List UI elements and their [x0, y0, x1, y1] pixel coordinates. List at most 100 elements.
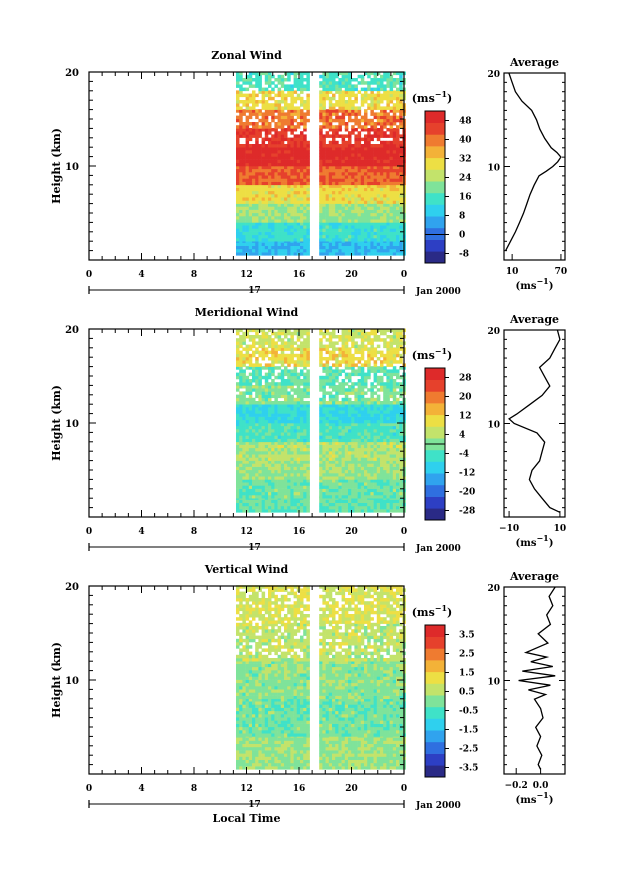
heatmap-cell [268, 422, 272, 427]
heatmap-cell [290, 485, 294, 489]
heatmap-cell [239, 219, 243, 223]
heatmap-cell [360, 375, 365, 380]
heatmap-cell [319, 212, 323, 217]
heatmap-cell [322, 463, 326, 467]
heatmap-cell [271, 479, 275, 483]
heatmap-cell [383, 150, 387, 154]
heatmap-cell [373, 401, 378, 405]
heatmap-cell [245, 460, 250, 464]
heatmap-cell [306, 159, 310, 164]
heatmap-cell [364, 175, 368, 179]
heatmap-cell [287, 382, 291, 386]
heatmap-cell [252, 162, 256, 167]
heatmap-cell [332, 397, 336, 402]
heatmap-cell [300, 81, 304, 85]
heatmap-cell [370, 410, 374, 414]
heatmap-cell [344, 245, 349, 250]
heatmap-cell [332, 416, 336, 421]
heatmap-cell [348, 118, 352, 123]
heatmap-cell [277, 482, 282, 486]
heatmap-cell [396, 491, 400, 496]
heatmap-cell [399, 435, 403, 439]
heatmap-cell [380, 385, 384, 389]
heatmap-cell [386, 488, 390, 493]
heatmap-cell [236, 228, 240, 232]
heatmap-cell [348, 422, 352, 427]
heatmap-cell [277, 432, 282, 436]
heatmap-cell [325, 122, 330, 126]
heatmap-cell [303, 100, 307, 104]
heatmap-cell [277, 469, 282, 474]
heatmap-cell [325, 153, 330, 157]
heatmap-cell [344, 473, 349, 477]
heatmap-cell [360, 382, 365, 386]
heatmap-cell [338, 242, 342, 246]
heatmap-cell [357, 410, 362, 414]
x-tick-label: 16 [293, 270, 306, 280]
heatmap-cell [360, 231, 365, 236]
heatmap-cell [389, 219, 394, 223]
heatmap-cell [386, 375, 390, 380]
heatmap-cell [344, 444, 349, 449]
heatmap-cell [274, 159, 278, 164]
heatmap-cell [335, 242, 339, 246]
heatmap-cell [364, 391, 368, 395]
heatmap-cell [271, 502, 275, 507]
heatmap-cell [389, 509, 394, 513]
heatmap-cell [338, 219, 342, 223]
heatmap-cell [300, 248, 304, 253]
heatmap-cell [396, 454, 400, 458]
heatmap-cell [328, 168, 333, 173]
heatmap-cell [354, 197, 358, 201]
heatmap-cell [274, 228, 278, 232]
heatmap-cell [319, 429, 323, 433]
heatmap-cell [386, 134, 390, 138]
heatmap-cell [383, 488, 387, 493]
heatmap-cell [290, 238, 294, 242]
heatmap-cell [357, 156, 362, 160]
heatmap-cell [332, 479, 336, 483]
heatmap-cell [360, 425, 365, 430]
heatmap-cell [370, 200, 374, 204]
heatmap-cell [344, 401, 349, 405]
heatmap-cell [322, 482, 326, 486]
heatmap-cell [396, 87, 400, 92]
heatmap-cell [348, 131, 352, 135]
heatmap-cell [252, 438, 256, 443]
heatmap-cell [280, 435, 285, 439]
heatmap-cell [239, 162, 243, 167]
heatmap-cell [338, 150, 342, 154]
heatmap-cell [396, 162, 400, 167]
heatmap-cell [341, 479, 346, 483]
heatmap-cell [386, 435, 390, 439]
heatmap-cell [348, 200, 352, 204]
heatmap-cell [319, 115, 323, 120]
heatmap-cell [284, 144, 288, 148]
heatmap-cell [236, 242, 240, 246]
heatmap-cell [328, 429, 333, 433]
heatmap-cell [344, 106, 349, 110]
heatmap-cell [303, 375, 307, 380]
heatmap-cell [389, 131, 394, 135]
heatmap-cell [383, 200, 387, 204]
heatmap-cell [332, 375, 336, 380]
heatmap-cell [399, 96, 403, 101]
heatmap-cell [344, 476, 349, 480]
heatmap-cell [396, 140, 400, 145]
x-tick-label: 0 [401, 270, 407, 280]
heatmap-cell [277, 225, 282, 229]
heatmap-cell [367, 93, 371, 98]
heatmap-cell [274, 429, 278, 433]
heatmap-cell [319, 245, 323, 250]
heatmap-cell [376, 203, 381, 207]
heatmap-cell [255, 444, 259, 449]
heatmap-cell [268, 203, 272, 207]
heatmap-cell [293, 479, 298, 483]
heatmap-cell [239, 118, 243, 123]
heatmap-cell [399, 447, 403, 452]
heatmap-cell [284, 115, 288, 120]
heatmap-cell [364, 375, 368, 380]
heatmap-cell [287, 109, 291, 113]
heatmap-cell [252, 495, 256, 499]
heatmap-cell [364, 228, 368, 232]
